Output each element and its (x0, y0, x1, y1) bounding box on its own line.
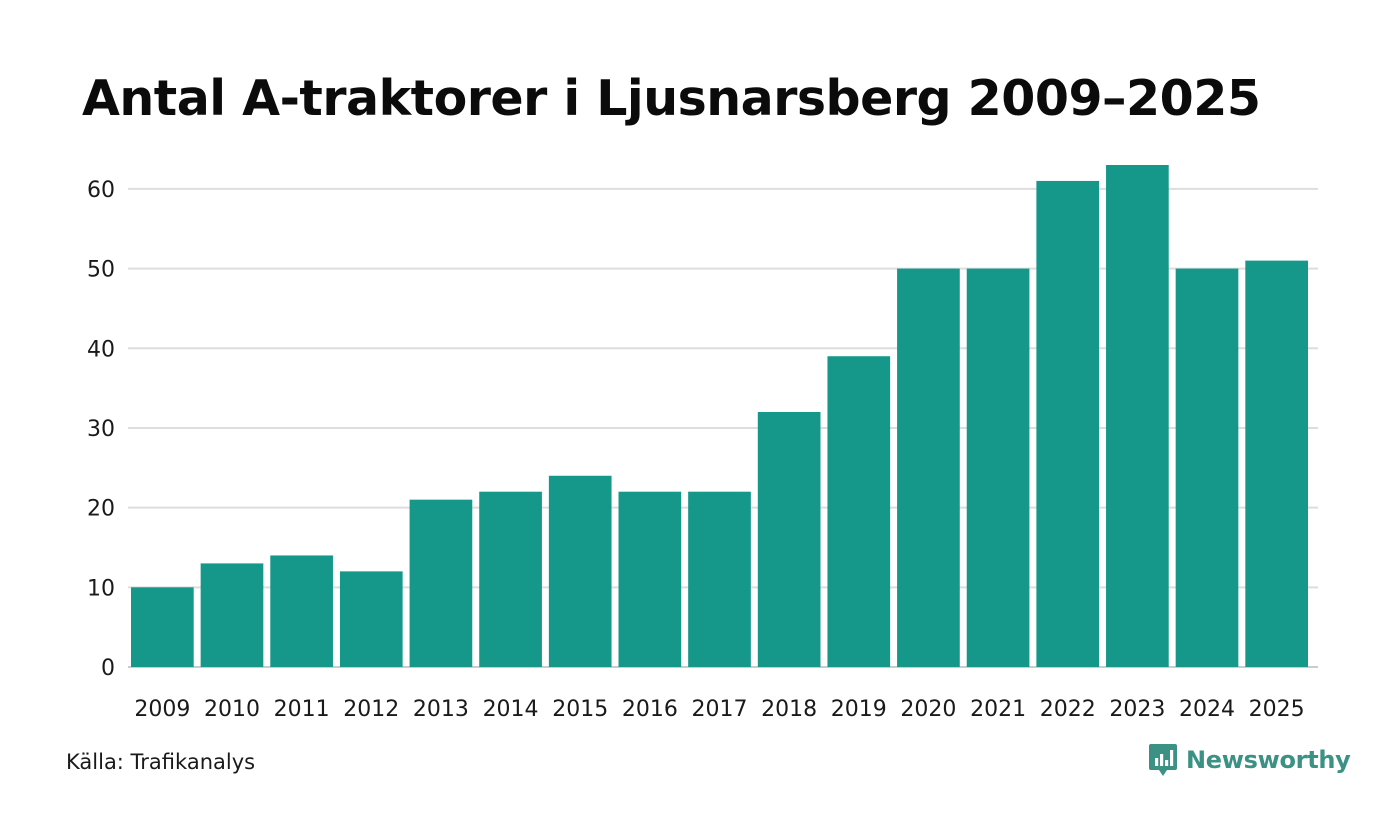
bar-2018 (757, 412, 821, 667)
bar-2017 (688, 491, 751, 667)
bar-2019 (827, 356, 891, 667)
x-tick-label: 2019 (831, 697, 887, 722)
bar-2022 (1036, 180, 1100, 667)
x-tick-label: 2011 (274, 697, 330, 722)
bar-2025 (1245, 260, 1308, 667)
x-tick-label: 2022 (1040, 697, 1096, 722)
y-axis-ticks: 0 10 20 30 40 50 60 (87, 178, 115, 681)
bar-2024 (1175, 268, 1239, 667)
bars (131, 165, 1308, 667)
x-tick-label: 2017 (692, 697, 748, 722)
brand-logo: Newsworthy (1148, 742, 1351, 778)
x-tick-label: 2018 (761, 697, 817, 722)
bar-2015 (548, 475, 612, 667)
source-note: Källa: Trafikanalys (66, 750, 256, 774)
y-tick-label: 40 (87, 337, 115, 362)
y-tick-label: 60 (87, 178, 115, 203)
x-tick-label: 2013 (413, 697, 469, 722)
chart-title: Antal A-traktorer i Ljusnarsberg 2009–20… (82, 70, 1261, 127)
x-tick-label: 2016 (622, 697, 678, 722)
bar-2020 (897, 268, 960, 667)
bar-2012 (339, 571, 403, 667)
y-tick-label: 0 (101, 656, 115, 681)
x-tick-label: 2021 (970, 697, 1026, 722)
bar-2023 (1106, 165, 1169, 667)
bar-2009 (131, 587, 194, 667)
bar-2013 (409, 499, 473, 667)
x-axis-ticks: 2009 2010 2011 2012 2013 2014 2015 2016 2017 2018… (134, 697, 1304, 722)
bar-2014 (479, 491, 542, 667)
x-tick-label: 2009 (134, 697, 190, 722)
x-tick-label: 2025 (1249, 697, 1305, 722)
y-tick-label: 50 (87, 258, 115, 283)
y-tick-label: 20 (87, 497, 115, 522)
x-tick-label: 2014 (483, 697, 539, 722)
brand-name: Newsworthy (1186, 746, 1351, 774)
x-tick-label: 2020 (900, 697, 956, 722)
bar-2010 (200, 563, 264, 667)
x-tick-label: 2023 (1109, 697, 1165, 722)
newsworthy-logo-icon (1149, 744, 1177, 776)
x-tick-label: 2015 (552, 697, 608, 722)
y-tick-label: 30 (87, 417, 115, 442)
y-tick-label: 10 (87, 576, 115, 601)
bar-2021 (966, 268, 1030, 667)
x-tick-label: 2010 (204, 697, 260, 722)
x-tick-label: 2024 (1179, 697, 1235, 722)
x-tick-label: 2012 (343, 697, 399, 722)
bar-2016 (618, 491, 682, 667)
bar-2011 (270, 555, 333, 667)
